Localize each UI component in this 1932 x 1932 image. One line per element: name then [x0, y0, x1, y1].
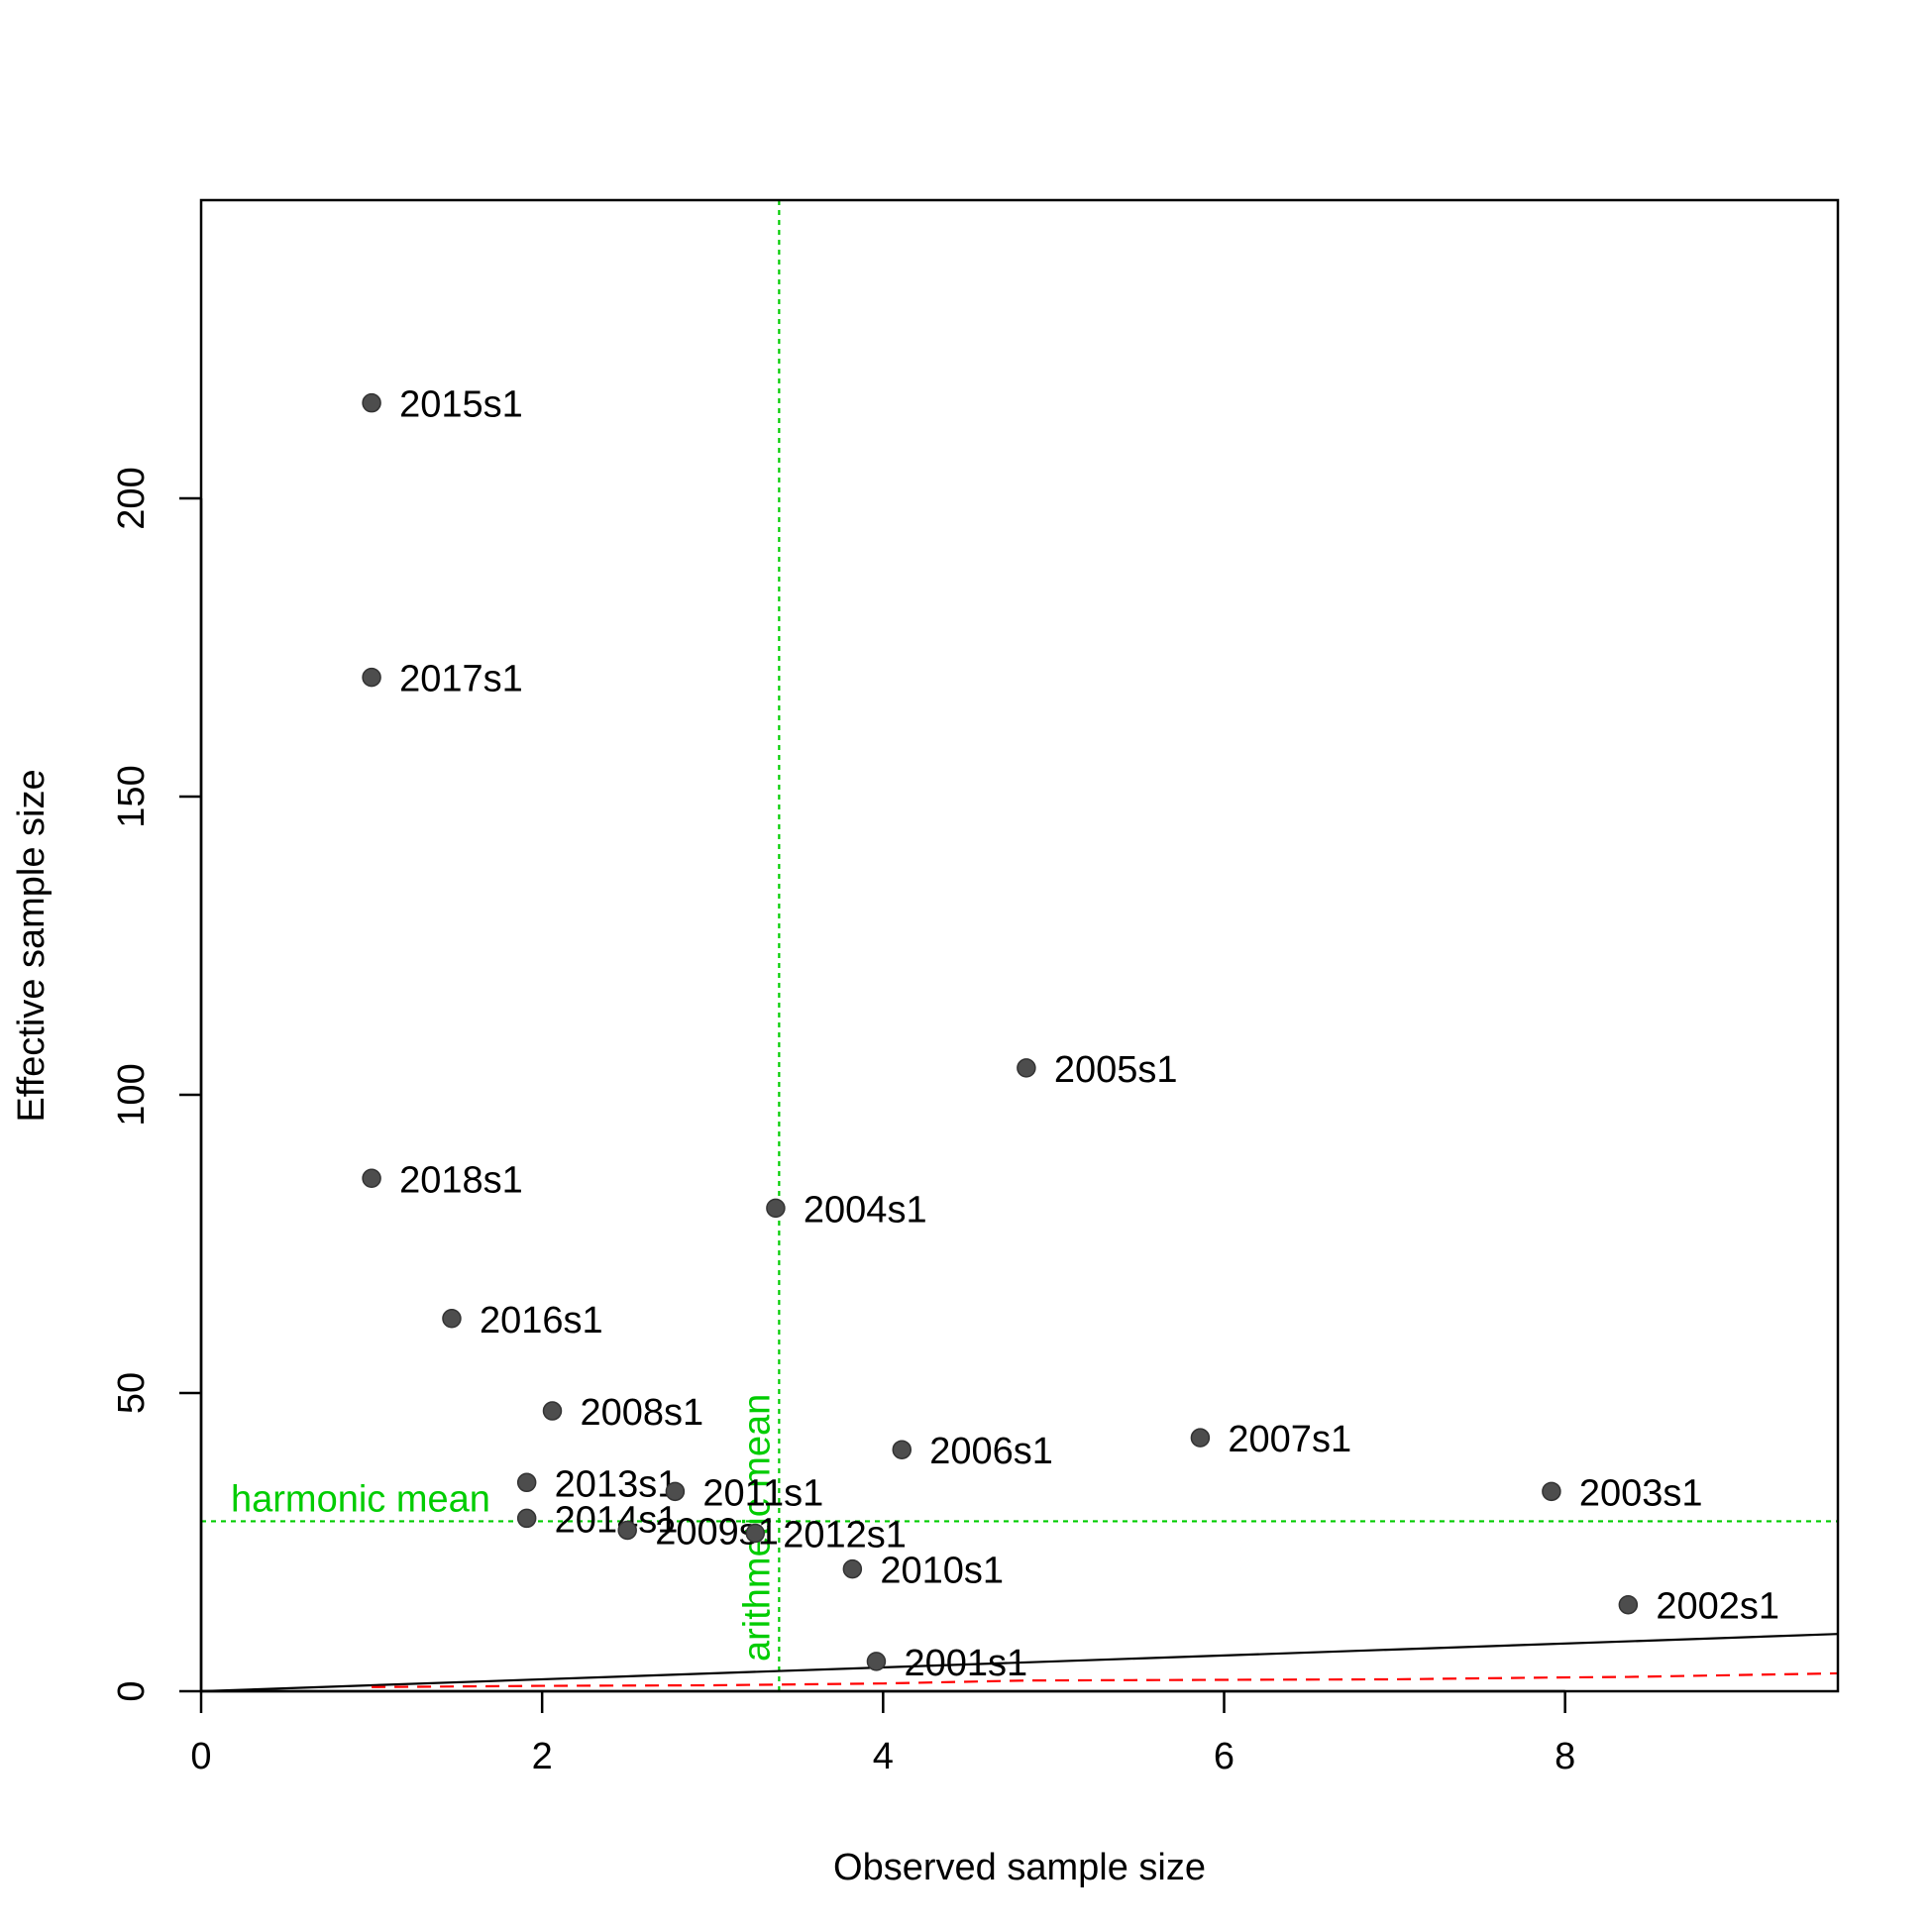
point-label: 2012s1: [783, 1514, 907, 1556]
point-label: 2017s1: [399, 659, 523, 700]
harmonic-mean-label: harmonic mean: [231, 1478, 490, 1520]
point-label: 2014s1: [555, 1499, 679, 1541]
data-point: [542, 1401, 563, 1421]
data-point: [1190, 1428, 1211, 1448]
point-label: 2013s1: [555, 1463, 679, 1505]
point-label: 2010s1: [880, 1551, 1004, 1592]
data-point: [842, 1558, 863, 1579]
data-point: [665, 1481, 686, 1502]
y-tick-label: 150: [111, 765, 153, 827]
axes: 0 2 4 6 8 0 50 100 150 200: [111, 467, 1575, 1777]
y-tick-label: 200: [111, 467, 153, 529]
y-tick-label: 0: [111, 1680, 153, 1701]
data-point: [745, 1523, 766, 1544]
point-label: 2001s1: [904, 1643, 1027, 1684]
data-point: [516, 1472, 537, 1493]
data-point: [362, 1168, 381, 1189]
x-tick-label: 8: [1555, 1736, 1575, 1777]
point-label: 2006s1: [929, 1431, 1053, 1472]
point-label: 2002s1: [1656, 1586, 1779, 1628]
point-label: 2011s1: [702, 1472, 823, 1514]
data-points: 2015s1 2017s1 2005s1 2018s1 2004s1 2016s1 2008…: [362, 384, 1779, 1684]
data-point: [766, 1198, 786, 1219]
plot-border: [199, 198, 1840, 1693]
x-tick-label: 0: [190, 1736, 211, 1777]
data-point: [442, 1309, 462, 1329]
point-label: 2005s1: [1054, 1049, 1178, 1091]
y-axis-title: Effective sample size: [11, 769, 53, 1122]
data-point: [892, 1440, 912, 1459]
point-label: 2004s1: [804, 1189, 927, 1231]
x-axis-title: Observed sample size: [833, 1847, 1206, 1888]
point-label: 2016s1: [480, 1300, 603, 1342]
point-label: 2008s1: [580, 1392, 703, 1434]
point-label: 2007s1: [1228, 1419, 1351, 1460]
x-tick-label: 4: [873, 1736, 894, 1777]
data-point: [1542, 1481, 1561, 1502]
data-point: [1017, 1058, 1036, 1078]
data-point: [362, 392, 381, 413]
data-point: [1618, 1594, 1639, 1615]
x-tick-label: 6: [1214, 1736, 1234, 1777]
data-point: [516, 1508, 537, 1529]
y-tick-label: 50: [111, 1372, 153, 1414]
fit-lines: [200, 1633, 1839, 1693]
data-point: [362, 667, 381, 688]
data-point: [866, 1652, 887, 1671]
red-dashed-line: [372, 1671, 1839, 1688]
point-label: 2015s1: [399, 384, 523, 426]
identity-line: [200, 1633, 1839, 1693]
x-tick-label: 2: [532, 1736, 553, 1777]
point-label: 2003s1: [1579, 1472, 1703, 1514]
data-point: [617, 1520, 637, 1541]
y-tick-label: 100: [111, 1063, 153, 1126]
point-label: 2018s1: [399, 1159, 523, 1201]
